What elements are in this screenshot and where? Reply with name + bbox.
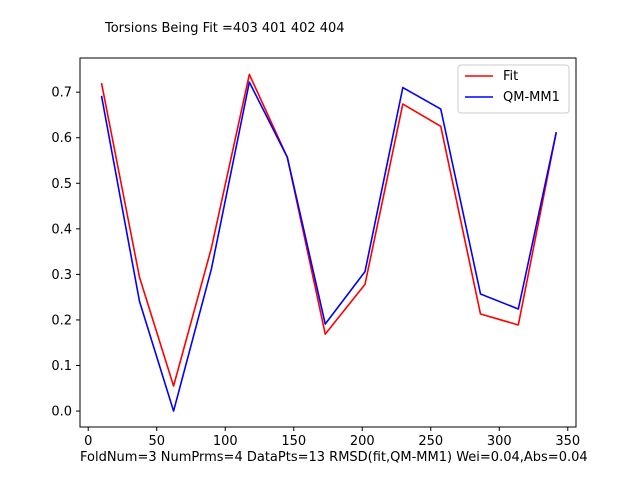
y-tick-label: 0.1 (51, 359, 72, 374)
legend-label-fit: Fit (503, 69, 518, 84)
x-tick-label: 50 (148, 434, 165, 449)
series-layer (100, 73, 558, 412)
x-tick-label: 0 (84, 434, 92, 449)
legend-box (457, 64, 570, 114)
plot-frame (79, 57, 577, 428)
x-tick-label: 350 (555, 434, 580, 449)
x-tick-label: 200 (350, 434, 375, 449)
x-tick-label: 250 (418, 434, 443, 449)
y-tick-label: 0.5 (51, 177, 72, 192)
series-line-fit (100, 73, 558, 387)
y-tick-label: 0.4 (51, 222, 72, 237)
x-tick-label: 100 (213, 434, 238, 449)
ticks-layer: 0 50 100 150 200 250 300 350 0.0 0.1 0.2 0.3 0.4 0.5 0… (51, 86, 580, 449)
y-tick-label: 0.2 (51, 313, 72, 328)
legend-label-qm-mm1: QM-MM1 (503, 90, 560, 105)
legend: Fit QM-MM1 (457, 64, 570, 114)
chart-footer: FoldNum=3 NumPrms=4 DataPts=13 RMSD(fit,… (80, 450, 588, 465)
x-tick-label: 150 (281, 434, 306, 449)
chart-title: Torsions Being Fit =403 401 402 404 (104, 21, 345, 36)
y-tick-label: 0.7 (51, 86, 72, 101)
x-tick-label: 300 (487, 434, 512, 449)
y-tick-label: 0.3 (51, 268, 72, 283)
y-tick-label: 0.0 (51, 405, 72, 420)
series-line-qm-mm1 (100, 81, 558, 412)
y-tick-label: 0.6 (51, 131, 72, 146)
